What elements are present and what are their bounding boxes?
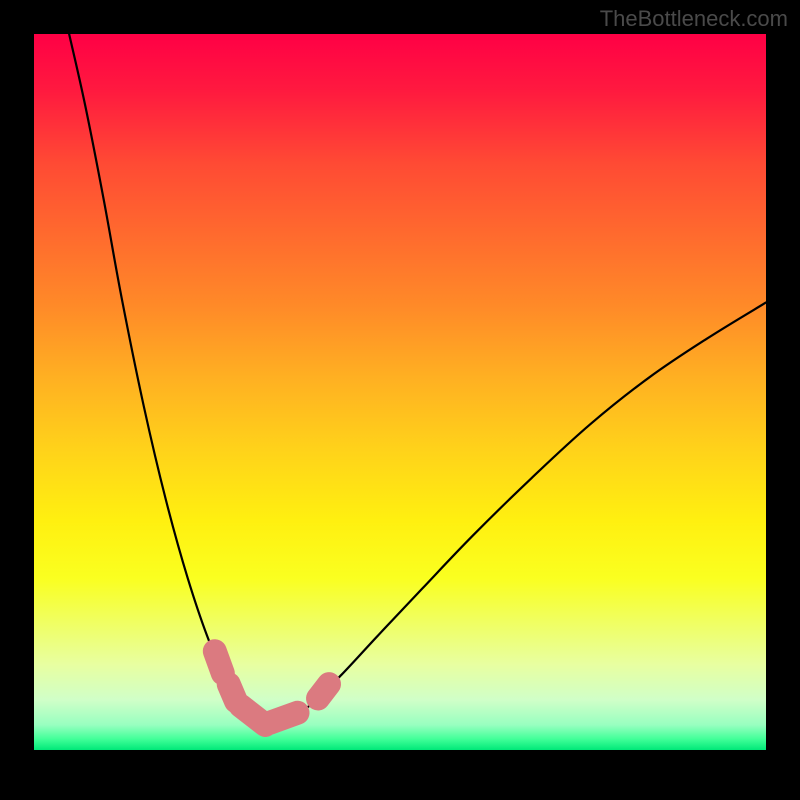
watermark-text: TheBottleneck.com: [600, 6, 788, 32]
chart-container: TheBottleneck.com: [0, 0, 800, 800]
bottleneck-curve-chart: [0, 0, 800, 800]
data-marker: [215, 651, 223, 673]
data-marker: [270, 713, 298, 723]
data-marker: [318, 684, 329, 698]
